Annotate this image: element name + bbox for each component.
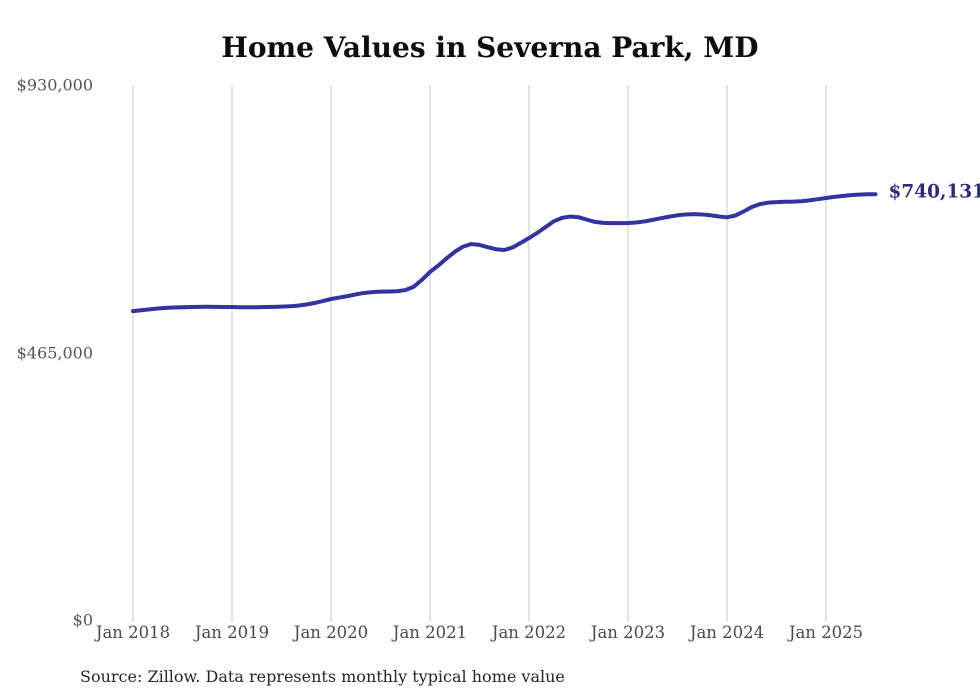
y-axis-tick-label: $465,000 (16, 343, 93, 362)
x-axis-tick-label: Jan 2020 (293, 623, 369, 642)
x-axis-tick-label: Jan 2025 (788, 623, 864, 642)
x-axis-tick-label: Jan 2023 (590, 623, 666, 642)
x-axis-tick-label: Jan 2022 (491, 623, 567, 642)
vertical-gridlines (132, 85, 827, 622)
source-note: Source: Zillow. Data represents monthly … (80, 667, 565, 686)
chart-title: Home Values in Severna Park, MD (221, 31, 759, 64)
home-value-line (131, 192, 878, 314)
x-axis-tick-label: Jan 2021 (392, 623, 468, 642)
current-value-label: $740,131 (888, 181, 980, 203)
y-axis-tick-label: $0 (72, 610, 93, 630)
y-axis-tick-label: $930,000 (16, 75, 93, 95)
x-axis-tick-label: Jan 2018 (95, 623, 171, 642)
x-axis-tick-label: Jan 2019 (194, 623, 270, 642)
x-axis-tick-label: Jan 2024 (689, 623, 765, 642)
